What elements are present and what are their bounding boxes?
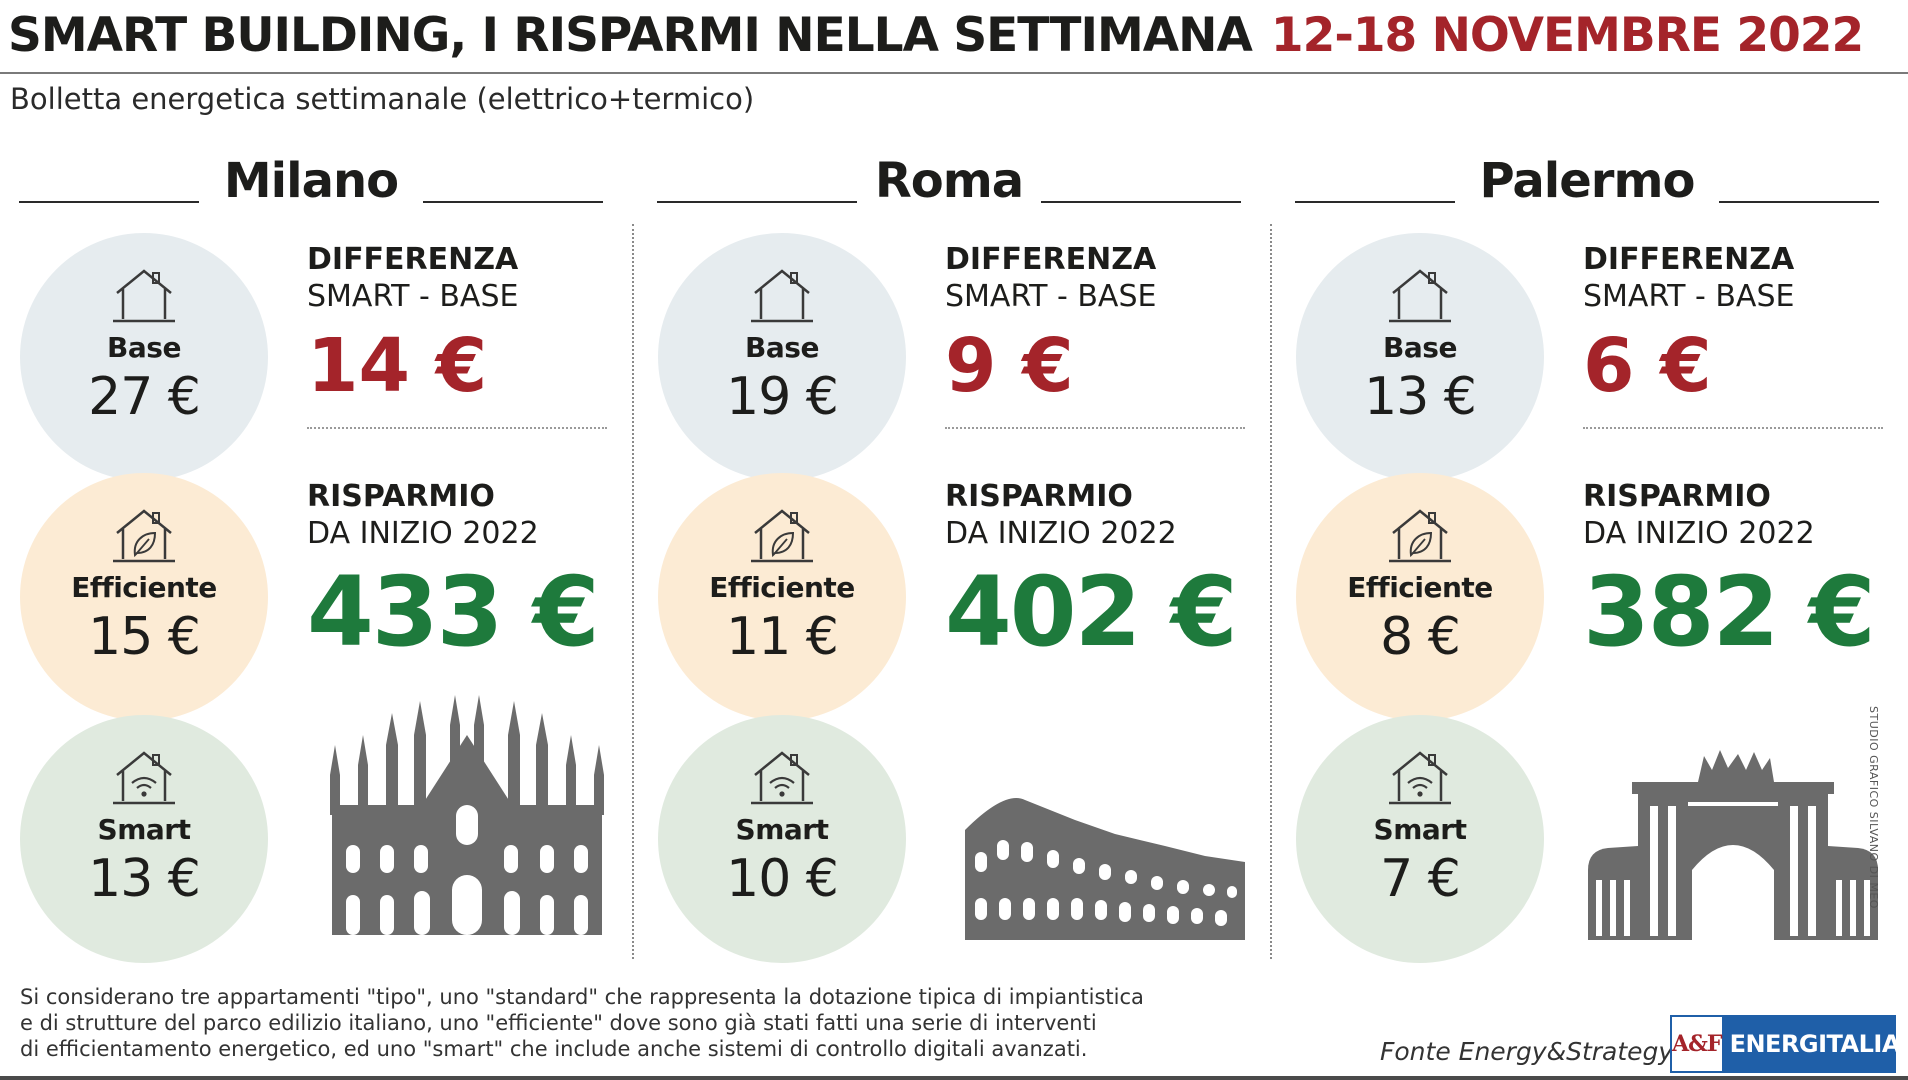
base-label: Base (745, 331, 819, 364)
house-wifi-icon (1389, 751, 1451, 805)
difference-block: DIFFERENZA SMART - BASE 14 € (307, 241, 607, 411)
efficient-circle: Efficiente 11 € (658, 473, 906, 721)
difference-subtitle: SMART - BASE (1583, 279, 1795, 314)
page-title: SMART BUILDING, I RISPARMI NELLA SETTIMA… (8, 8, 1253, 63)
efficient-value: 11 € (726, 607, 839, 667)
footnote: Si considerano tre appartamenti "tipo", … (20, 984, 1320, 1062)
header-line (19, 201, 199, 203)
logo-mark: A&F (1672, 1017, 1723, 1071)
smart-circle: Smart 13 € (20, 715, 268, 963)
title-date: 12-18 NOVEMBRE 2022 (1270, 8, 1864, 63)
smart-label: Smart (97, 813, 191, 846)
base-value: 27 € (88, 367, 201, 427)
difference-block: DIFFERENZA SMART - BASE 6 € (1583, 241, 1883, 411)
colosseo-icon (965, 798, 1245, 940)
smart-value: 13 € (88, 849, 201, 909)
city-column-milano: Milano Base 27 € Efficiente 15 € (7, 155, 615, 985)
city-header: Milano (19, 155, 603, 207)
title-row: SMART BUILDING, I RISPARMI NELLA SETTIMA… (8, 6, 1900, 70)
savings-subtitle: DA INIZIO 2022 (307, 516, 539, 551)
difference-title: DIFFERENZA (307, 242, 519, 277)
house-base-icon (113, 269, 175, 323)
base-value: 19 € (726, 367, 839, 427)
difference-title: DIFFERENZA (945, 242, 1157, 277)
base-label: Base (1383, 331, 1457, 364)
savings-title: RISPARMIO (307, 479, 495, 514)
header-line (423, 201, 603, 203)
base-label: Base (107, 331, 181, 364)
column-separator (1270, 224, 1272, 959)
base-value: 13 € (1364, 367, 1477, 427)
efficient-circle: Efficiente 8 € (1296, 473, 1544, 721)
logo-text: ENERGITALIA (1729, 1030, 1901, 1058)
energitalia-logo: A&F ENERGITALIA (1670, 1015, 1900, 1073)
difference-value: 9 € (945, 323, 1074, 409)
savings-value: 433 € (307, 556, 600, 668)
efficient-label: Efficiente (71, 571, 217, 604)
city-name: Roma (874, 153, 1024, 209)
bottom-divider (0, 1076, 1908, 1080)
city-header: Palermo (1295, 155, 1879, 207)
block-divider (307, 427, 607, 429)
porta-felice-icon (1588, 750, 1878, 940)
header-line (1719, 201, 1879, 203)
subtitle: Bolletta energetica settimanale (elettri… (10, 82, 755, 116)
savings-title: RISPARMIO (945, 479, 1133, 514)
city-name: Milano (223, 153, 399, 209)
block-divider (1583, 427, 1883, 429)
header-line (1295, 201, 1455, 203)
savings-title: RISPARMIO (1583, 479, 1771, 514)
graphic-credit: STUDIO GRAFICO SILVANO DI MEO (1867, 706, 1880, 909)
efficient-label: Efficiente (1347, 571, 1493, 604)
difference-subtitle: SMART - BASE (945, 279, 1157, 314)
house-leaf-icon (1389, 509, 1451, 563)
house-wifi-icon (751, 751, 813, 805)
smart-value: 10 € (726, 849, 839, 909)
savings-block: RISPARMIO DA INIZIO 2022 433 € (307, 478, 607, 666)
base-circle: Base 19 € (658, 233, 906, 481)
city-name: Palermo (1479, 153, 1696, 209)
difference-value: 6 € (1583, 323, 1712, 409)
efficient-value: 15 € (88, 607, 201, 667)
house-leaf-icon (751, 509, 813, 563)
savings-block: RISPARMIO DA INIZIO 2022 402 € (945, 478, 1245, 666)
smart-circle: Smart 10 € (658, 715, 906, 963)
house-leaf-icon (113, 509, 175, 563)
difference-value: 14 € (307, 323, 488, 409)
city-column-roma: Roma Base 19 € Efficiente 11 € (645, 155, 1253, 985)
title-divider (0, 72, 1908, 74)
smart-value: 7 € (1380, 849, 1461, 909)
smart-circle: Smart 7 € (1296, 715, 1544, 963)
difference-title: DIFFERENZA (1583, 242, 1795, 277)
savings-value: 382 € (1583, 556, 1876, 668)
city-header: Roma (657, 155, 1241, 207)
efficient-label: Efficiente (709, 571, 855, 604)
smart-label: Smart (735, 813, 829, 846)
footnote-line: di efficientamento energetico, ed uno "s… (20, 1037, 1088, 1061)
savings-value: 402 € (945, 556, 1238, 668)
difference-subtitle: SMART - BASE (307, 279, 519, 314)
house-base-icon (1389, 269, 1451, 323)
footnote-line: e di strutture del parco edilizio italia… (20, 1011, 1097, 1035)
efficient-circle: Efficiente 15 € (20, 473, 268, 721)
savings-subtitle: DA INIZIO 2022 (945, 516, 1177, 551)
footnote-line: Si considerano tre appartamenti "tipo", … (20, 985, 1144, 1009)
house-base-icon (751, 269, 813, 323)
source-credit: Fonte Energy&Strategy (1380, 1037, 1674, 1066)
savings-subtitle: DA INIZIO 2022 (1583, 516, 1815, 551)
smart-label: Smart (1373, 813, 1467, 846)
base-circle: Base 27 € (20, 233, 268, 481)
header-line (657, 201, 857, 203)
header-line (1041, 201, 1241, 203)
house-wifi-icon (113, 751, 175, 805)
city-column-palermo: Palermo Base 13 € Efficiente 8 € (1283, 155, 1891, 985)
difference-block: DIFFERENZA SMART - BASE 9 € (945, 241, 1245, 411)
duomo-milano-icon (330, 695, 604, 935)
block-divider (945, 427, 1245, 429)
base-circle: Base 13 € (1296, 233, 1544, 481)
efficient-value: 8 € (1380, 607, 1461, 667)
column-separator (632, 224, 634, 959)
savings-block: RISPARMIO DA INIZIO 2022 382 € (1583, 478, 1883, 666)
